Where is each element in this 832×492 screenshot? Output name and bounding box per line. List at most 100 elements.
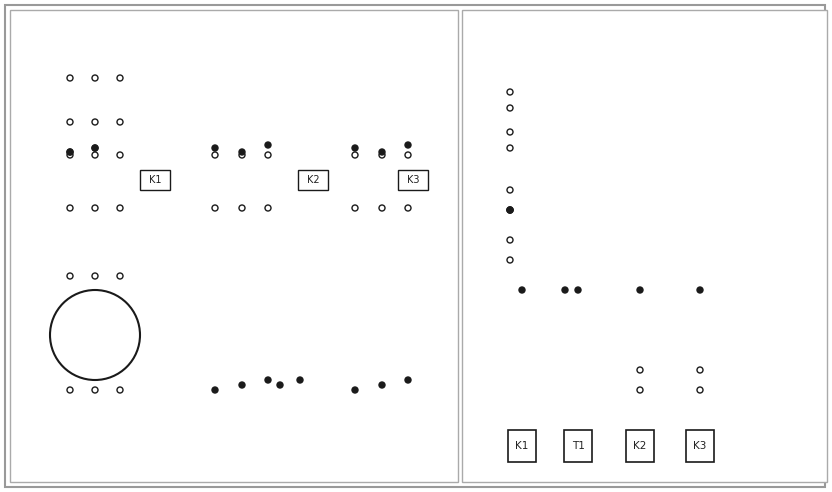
Circle shape	[117, 119, 123, 125]
Text: R: R	[62, 16, 71, 29]
Circle shape	[352, 205, 358, 211]
Circle shape	[697, 367, 703, 373]
Circle shape	[67, 119, 73, 125]
Circle shape	[507, 145, 513, 151]
Circle shape	[379, 382, 385, 388]
Text: OFF: OFF	[481, 195, 502, 205]
Circle shape	[67, 205, 73, 211]
Circle shape	[50, 290, 140, 380]
Circle shape	[212, 387, 218, 393]
Circle shape	[507, 257, 513, 263]
Circle shape	[352, 145, 358, 151]
Circle shape	[405, 377, 411, 383]
Text: RANGKAIAN
DAYA: RANGKAIAN DAYA	[275, 342, 365, 378]
Circle shape	[67, 387, 73, 393]
Text: K1: K1	[149, 175, 161, 185]
Text: OL: OL	[168, 243, 183, 253]
Text: V2: V2	[115, 398, 125, 407]
Bar	[626, 430, 654, 462]
Text: W2: W2	[64, 398, 76, 407]
Circle shape	[405, 152, 411, 158]
Text: T1: T1	[572, 441, 584, 451]
Circle shape	[67, 75, 73, 81]
Text: K1: K1	[515, 441, 528, 451]
Text: ON: ON	[485, 245, 502, 255]
Bar	[508, 430, 536, 462]
Circle shape	[212, 205, 218, 211]
Text: K3: K3	[693, 441, 706, 451]
Circle shape	[239, 149, 245, 155]
Circle shape	[67, 273, 73, 279]
Text: MCB: MCB	[524, 95, 549, 105]
Circle shape	[507, 187, 513, 193]
Text: N: N	[472, 465, 482, 479]
Circle shape	[92, 145, 98, 151]
Text: OL: OL	[524, 135, 539, 145]
Text: K1: K1	[571, 233, 585, 243]
Bar	[564, 430, 592, 462]
Circle shape	[67, 149, 73, 155]
Circle shape	[519, 287, 525, 293]
Circle shape	[507, 237, 513, 243]
Circle shape	[117, 75, 123, 81]
Circle shape	[239, 382, 245, 388]
Circle shape	[92, 387, 98, 393]
Circle shape	[697, 287, 703, 293]
Circle shape	[239, 152, 245, 158]
Text: T1: T1	[650, 329, 662, 339]
Circle shape	[239, 205, 245, 211]
Circle shape	[117, 152, 123, 158]
Text: V1: V1	[90, 284, 100, 293]
Bar	[686, 430, 714, 462]
Circle shape	[92, 205, 98, 211]
Bar	[42, 262, 180, 462]
Circle shape	[92, 119, 98, 125]
Circle shape	[117, 387, 123, 393]
Circle shape	[637, 367, 643, 373]
Circle shape	[507, 207, 513, 213]
Text: U2: U2	[90, 398, 100, 407]
Circle shape	[67, 152, 73, 158]
Text: R: R	[472, 18, 481, 31]
Text: K3: K3	[650, 375, 662, 385]
Text: T1: T1	[710, 329, 722, 339]
Circle shape	[352, 387, 358, 393]
Text: K3: K3	[407, 175, 419, 185]
Text: U1: U1	[65, 284, 75, 293]
Bar	[48, 232, 158, 264]
Circle shape	[379, 149, 385, 155]
Circle shape	[117, 205, 123, 211]
Text: T: T	[116, 16, 124, 29]
Circle shape	[379, 205, 385, 211]
Circle shape	[212, 145, 218, 151]
Text: W1: W1	[114, 284, 126, 293]
Bar	[338, 148, 458, 216]
Circle shape	[277, 382, 283, 388]
Text: 96: 96	[488, 151, 500, 161]
Circle shape	[92, 273, 98, 279]
Text: EMG: EMG	[522, 60, 547, 70]
Circle shape	[575, 287, 581, 293]
Circle shape	[405, 142, 411, 148]
Bar	[52, 72, 152, 130]
Bar	[140, 170, 170, 190]
Circle shape	[352, 152, 358, 158]
Circle shape	[507, 89, 513, 95]
Bar	[398, 170, 428, 190]
Circle shape	[92, 75, 98, 81]
Circle shape	[117, 273, 123, 279]
Text: S: S	[89, 16, 97, 29]
Circle shape	[379, 152, 385, 158]
Bar	[42, 148, 190, 216]
Bar	[10, 10, 458, 482]
Circle shape	[265, 152, 271, 158]
Circle shape	[297, 377, 303, 383]
Circle shape	[562, 287, 568, 293]
Text: RANGKAIAN
KONTROL: RANGKAIAN KONTROL	[669, 183, 751, 217]
Circle shape	[637, 387, 643, 393]
Bar	[462, 10, 827, 482]
Text: K2: K2	[710, 375, 723, 385]
Circle shape	[265, 205, 271, 211]
Text: 95: 95	[488, 119, 500, 129]
Bar	[298, 170, 328, 190]
